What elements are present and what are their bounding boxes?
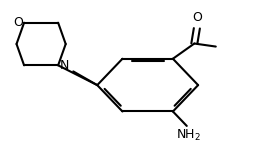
Text: O: O (191, 11, 201, 24)
Text: N: N (59, 59, 69, 72)
Text: NH$_2$: NH$_2$ (175, 127, 200, 143)
Text: O: O (13, 16, 23, 29)
